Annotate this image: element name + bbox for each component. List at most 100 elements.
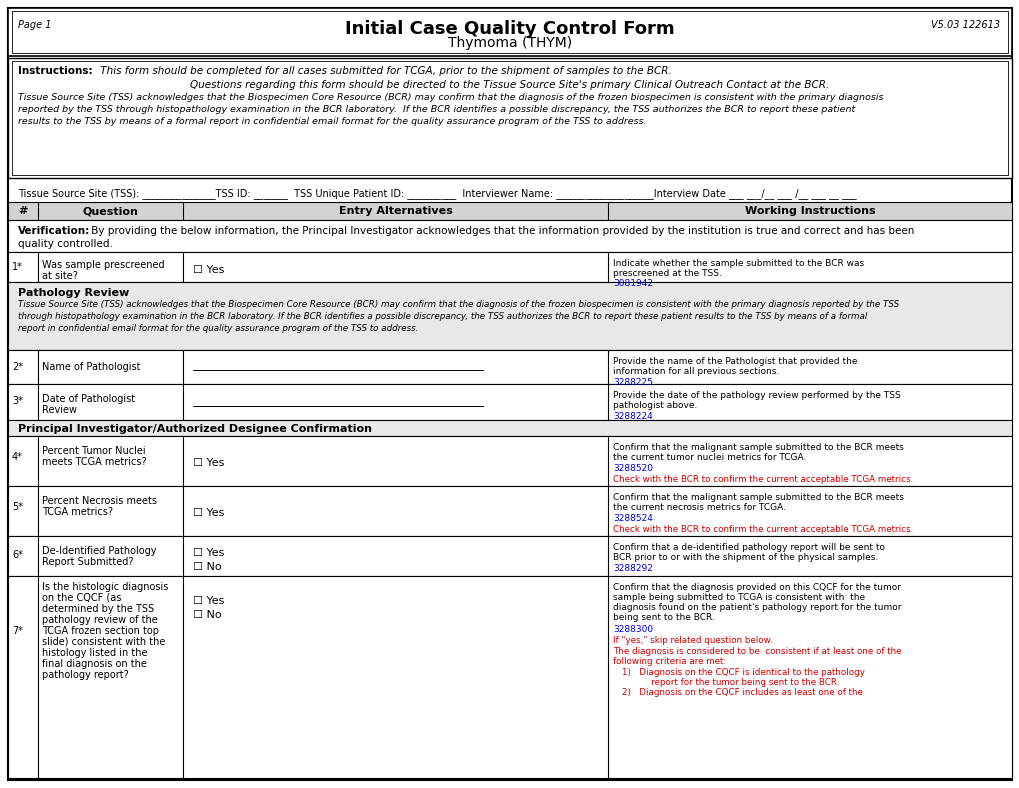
FancyBboxPatch shape <box>8 350 1011 384</box>
Text: 1*: 1* <box>12 262 22 272</box>
Text: TCGA frozen section top: TCGA frozen section top <box>42 626 159 636</box>
Text: 7*: 7* <box>12 626 23 636</box>
Text: information for all previous sections.: information for all previous sections. <box>612 367 779 376</box>
Text: De-Identified Pathology: De-Identified Pathology <box>42 546 156 556</box>
Text: results to the TSS by means of a formal report in confidential email format for : results to the TSS by means of a formal … <box>18 117 646 126</box>
Text: If "yes," skip related question below.: If "yes," skip related question below. <box>612 636 771 645</box>
Text: histology listed in the: histology listed in the <box>42 648 148 658</box>
FancyBboxPatch shape <box>8 384 1011 420</box>
Text: Percent Tumor Nuclei: Percent Tumor Nuclei <box>42 446 146 456</box>
Text: reported by the TSS through histopathology examination in the BCR laboratory.  I: reported by the TSS through histopatholo… <box>18 105 854 114</box>
Text: Percent Necrosis meets: Percent Necrosis meets <box>42 496 157 506</box>
Text: Check with the BCR to confirm the current acceptable TCGA metrics.: Check with the BCR to confirm the curren… <box>612 525 912 534</box>
Text: Was sample prescreened: Was sample prescreened <box>42 260 164 270</box>
Text: Is the histologic diagnosis: Is the histologic diagnosis <box>42 582 168 592</box>
Text: Confirm that the malignant sample submitted to the BCR meets: Confirm that the malignant sample submit… <box>612 493 903 502</box>
FancyBboxPatch shape <box>8 486 1011 536</box>
Text: following criteria are met:: following criteria are met: <box>612 657 726 666</box>
Text: 3081942: 3081942 <box>612 279 652 288</box>
Text: Question: Question <box>83 206 139 216</box>
FancyBboxPatch shape <box>8 576 1011 778</box>
FancyBboxPatch shape <box>8 420 1011 436</box>
Text: TCGA metrics?: TCGA metrics? <box>42 507 113 517</box>
Text: ☐ Yes: ☐ Yes <box>193 548 224 558</box>
FancyBboxPatch shape <box>12 11 1007 53</box>
Text: Confirm that the malignant sample submitted to the BCR meets: Confirm that the malignant sample submit… <box>612 443 903 452</box>
Text: Check with the BCR to confirm the current acceptable TCGA metrics.: Check with the BCR to confirm the curren… <box>612 475 912 484</box>
Text: report in confidential email format for the quality assurance program of the TSS: report in confidential email format for … <box>18 324 418 333</box>
Text: final diagnosis on the: final diagnosis on the <box>42 659 147 669</box>
FancyBboxPatch shape <box>8 202 1011 220</box>
Text: Confirm that a de-identified pathology report will be sent to: Confirm that a de-identified pathology r… <box>612 543 884 552</box>
Text: the current necrosis metrics for TCGA.: the current necrosis metrics for TCGA. <box>612 503 786 512</box>
Text: determined by the TSS: determined by the TSS <box>42 604 154 614</box>
Text: prescreened at the TSS.: prescreened at the TSS. <box>612 269 721 278</box>
Text: Indicate whether the sample submitted to the BCR was: Indicate whether the sample submitted to… <box>612 259 863 268</box>
Text: pathology review of the: pathology review of the <box>42 615 158 625</box>
FancyBboxPatch shape <box>8 8 1011 780</box>
Text: report for the tumor being sent to the BCR.: report for the tumor being sent to the B… <box>632 678 839 687</box>
Text: 4*: 4* <box>12 452 22 462</box>
Text: at site?: at site? <box>42 271 77 281</box>
Text: diagnosis found on the patient's pathology report for the tumor: diagnosis found on the patient's patholo… <box>612 603 901 612</box>
Text: Name of Pathologist: Name of Pathologist <box>42 362 141 372</box>
FancyBboxPatch shape <box>8 536 1011 576</box>
Text: Tissue Source Site (TSS) acknowledges that the Biospecimen Core Resource (BCR) m: Tissue Source Site (TSS) acknowledges th… <box>18 93 882 102</box>
Text: Questions regarding this form should be directed to the Tissue Source Site's pri: Questions regarding this form should be … <box>191 80 828 90</box>
Text: 6*: 6* <box>12 550 22 560</box>
Text: 2)   Diagnosis on the CQCF includes as least one of the: 2) Diagnosis on the CQCF includes as lea… <box>622 688 862 697</box>
Text: slide) consistent with the: slide) consistent with the <box>42 637 165 647</box>
Text: Pathology Review: Pathology Review <box>18 288 129 298</box>
FancyBboxPatch shape <box>8 58 1011 178</box>
FancyBboxPatch shape <box>8 220 1011 252</box>
Text: Initial Case Quality Control Form: Initial Case Quality Control Form <box>344 20 675 38</box>
Text: Entry Alternatives: Entry Alternatives <box>338 206 452 216</box>
Text: Confirm that the diagnosis provided on this CQCF for the tumor: Confirm that the diagnosis provided on t… <box>612 583 900 592</box>
Text: Working Instructions: Working Instructions <box>744 206 874 216</box>
Text: ☐ Yes: ☐ Yes <box>193 458 224 468</box>
Text: Instructions:: Instructions: <box>18 66 93 76</box>
Text: 3*: 3* <box>12 396 22 406</box>
Text: sample being submitted to TCGA is consistent with  the: sample being submitted to TCGA is consis… <box>612 593 864 602</box>
Text: ☐ Yes: ☐ Yes <box>193 508 224 518</box>
Text: meets TCGA metrics?: meets TCGA metrics? <box>42 457 147 467</box>
Text: BCR prior to or with the shipment of the physical samples.: BCR prior to or with the shipment of the… <box>612 553 877 562</box>
Text: the current tumor nuclei metrics for TCGA.: the current tumor nuclei metrics for TCG… <box>612 453 806 462</box>
Text: on the CQCF (as: on the CQCF (as <box>42 593 121 603</box>
FancyBboxPatch shape <box>8 436 1011 486</box>
Text: 1)   Diagnosis on the CQCF is identical to the pathology: 1) Diagnosis on the CQCF is identical to… <box>622 668 864 677</box>
Text: 3288300: 3288300 <box>612 625 652 634</box>
Text: Provide the name of the Pathologist that provided the: Provide the name of the Pathologist that… <box>612 357 857 366</box>
FancyBboxPatch shape <box>8 282 1011 350</box>
Text: The diagnosis is considered to be  consistent if at least one of the: The diagnosis is considered to be consis… <box>612 647 901 656</box>
Text: 3288292: 3288292 <box>612 564 652 573</box>
Text: Provide the date of the pathology review performed by the TSS: Provide the date of the pathology review… <box>612 391 900 400</box>
Text: 5*: 5* <box>12 502 23 512</box>
Text: pathology report?: pathology report? <box>42 670 128 680</box>
Text: Page 1: Page 1 <box>18 20 51 30</box>
Text: Verification:: Verification: <box>18 226 90 236</box>
Text: being sent to the BCR.: being sent to the BCR. <box>612 613 714 622</box>
Text: 2*: 2* <box>12 362 23 372</box>
Text: ☐ No: ☐ No <box>193 610 221 620</box>
Text: through histopathology examination in the BCR laboratory. If the BCR identifies : through histopathology examination in th… <box>18 312 866 321</box>
Text: Tissue Source Site (TSS): _______________TSS ID: _______  TSS Unique Patient ID:: Tissue Source Site (TSS): ______________… <box>18 188 856 199</box>
FancyBboxPatch shape <box>8 252 1011 282</box>
Text: Tissue Source Site (TSS) acknowledges that the Biospecimen Core Resource (BCR) m: Tissue Source Site (TSS) acknowledges th… <box>18 300 898 309</box>
Text: 3288520: 3288520 <box>612 464 652 473</box>
FancyBboxPatch shape <box>12 61 1007 175</box>
FancyBboxPatch shape <box>8 8 1011 56</box>
Text: Date of Pathologist: Date of Pathologist <box>42 394 135 404</box>
Text: Principal Investigator/Authorized Designee Confirmation: Principal Investigator/Authorized Design… <box>18 424 372 434</box>
Text: This form should be completed for all cases submitted for TCGA, prior to the shi: This form should be completed for all ca… <box>97 66 672 76</box>
Text: #: # <box>18 206 28 216</box>
Text: pathologist above.: pathologist above. <box>612 401 697 410</box>
Text: quality controlled.: quality controlled. <box>18 239 113 249</box>
Text: 3288225: 3288225 <box>612 378 652 387</box>
Text: V5.03 122613: V5.03 122613 <box>930 20 999 30</box>
Text: ☐ Yes: ☐ Yes <box>193 596 224 606</box>
Text: 3288524: 3288524 <box>612 514 652 523</box>
Text: ☐ No: ☐ No <box>193 562 221 572</box>
Text: Thymoma (THYM): Thymoma (THYM) <box>447 36 572 50</box>
Text: By providing the below information, the Principal Investigator acknowledges that: By providing the below information, the … <box>88 226 913 236</box>
